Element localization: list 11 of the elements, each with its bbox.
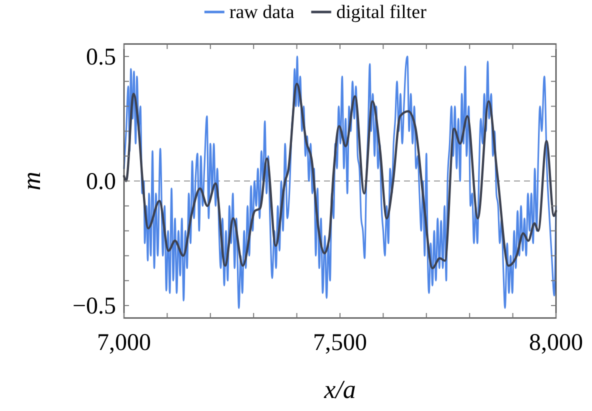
y-axis-title: m: [17, 172, 46, 190]
y-tick-label: 0.5: [86, 44, 116, 70]
line-series: [123, 56, 557, 309]
y-tick-label: 0.0: [86, 169, 116, 195]
x-tick-label: 7,000: [97, 330, 151, 356]
x-tick-label: 8,000: [529, 330, 583, 356]
legend-label: raw data: [229, 2, 295, 23]
y-tick-label: −0.5: [72, 294, 116, 320]
x-axis-title: x/a: [323, 375, 356, 404]
x-tick-label: 7,500: [313, 330, 367, 356]
legend-label: digital filter: [336, 2, 428, 23]
